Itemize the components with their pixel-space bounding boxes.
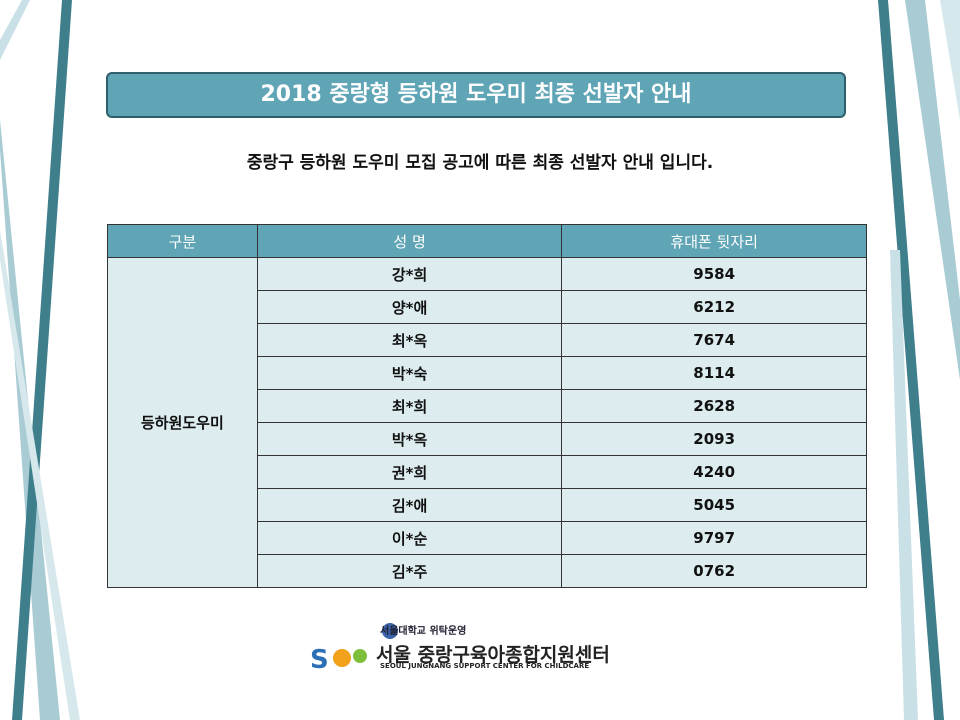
logo-mark <box>333 649 351 667</box>
table-row: 최*옥 7674 <box>108 323 867 357</box>
logo: S <box>310 645 329 675</box>
phone-cell: 8114 <box>561 356 867 390</box>
title: 2018 중랑형 등하원 도우미 최종 선발자 안내 <box>106 72 846 118</box>
operator: 서울대학교 위탁운영 <box>380 626 467 637</box>
name-cell: 최*희 <box>256 389 563 423</box>
table-row: 등하원도우미 강*희 9584 <box>107 257 867 588</box>
table-row: 김*애 5045 <box>108 488 867 522</box>
phone-cell: 9797 <box>561 521 867 555</box>
phone-cell: 2628 <box>561 389 867 423</box>
name-cell: 이*순 <box>256 521 563 555</box>
table-row: 양*애 6212 <box>108 290 867 324</box>
center-name-en: SEOUL JUNGNANG SUPPORT CENTER FOR CHILDC… <box>380 662 590 670</box>
table-row: 최*희 2628 <box>108 389 867 423</box>
table-row: 박*숙 8114 <box>108 356 867 390</box>
table-row: 김*주 0762 <box>108 554 867 588</box>
subtitle: 중랑구 등하원 도우미 모집 공고에 따른 최종 선발자 안내 입니다. <box>246 153 714 173</box>
phone-cell: 7674 <box>561 323 867 357</box>
phone-cell: 0762 <box>561 554 867 588</box>
name-cell: 권*희 <box>256 455 563 489</box>
column-header: 휴대폰 뒷자리 <box>561 224 867 258</box>
name-cell: 양*애 <box>256 290 563 324</box>
column-header: 성 명 <box>256 224 563 258</box>
phone-cell: 2093 <box>561 422 867 456</box>
center-name: 서울 중랑구육아종합지원센터 <box>376 644 610 666</box>
table: 구분 성 명 휴대폰 뒷자리 등하원도우미 강*희 9584 양*애 6212 최*옥 76… <box>107 224 867 588</box>
phone-cell: 4240 <box>561 455 867 489</box>
university-emblem <box>382 623 398 639</box>
table-row: 박*옥 2093 <box>108 422 867 456</box>
header-row: 구분 성 명 휴대폰 뒷자리 <box>107 224 867 258</box>
name-cell: 최*옥 <box>256 323 563 357</box>
name-cell: 강*희 <box>256 257 563 291</box>
name-cell: 박*숙 <box>256 356 563 390</box>
table-row: 이*순 9797 <box>108 521 867 555</box>
logo-mark <box>353 649 367 663</box>
name-cell: 김*주 <box>256 554 563 588</box>
column-header: 구분 <box>107 224 258 258</box>
name-cell: 김*애 <box>256 488 563 522</box>
table-row: 권*희 4240 <box>108 455 867 489</box>
phone-cell: 6212 <box>561 290 867 324</box>
phone-cell: 5045 <box>561 488 867 522</box>
phone-cell: 9584 <box>561 257 867 291</box>
name-cell: 박*옥 <box>256 422 563 456</box>
group-cell: 등하원도우미 <box>107 257 258 588</box>
